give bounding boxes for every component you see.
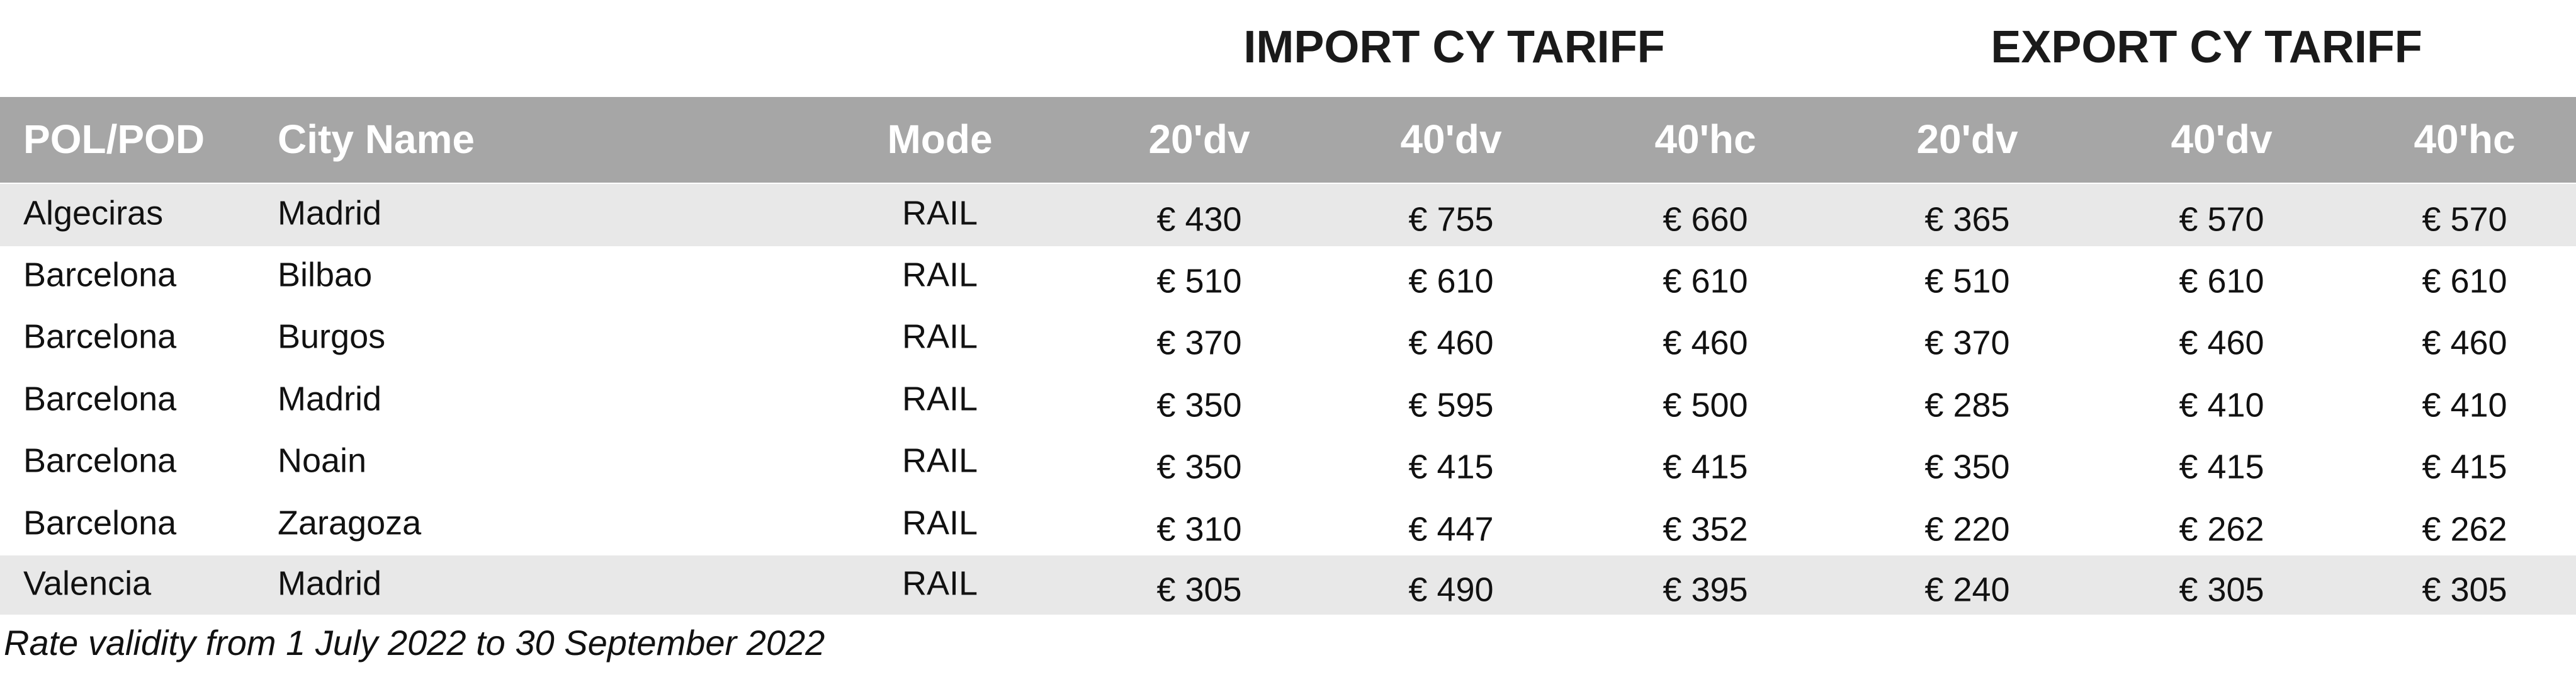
cell: € 240	[1924, 571, 2009, 608]
cell: € 350	[1156, 448, 1241, 486]
cell: Zaragoza	[278, 504, 422, 542]
cell: € 430	[1156, 200, 1241, 238]
cell: RAIL	[902, 194, 978, 232]
cell: € 305	[2179, 571, 2264, 608]
cell: € 610	[2422, 262, 2507, 300]
cell: RAIL	[902, 441, 978, 479]
group-title: IMPORT CY TARIFF	[1243, 22, 1664, 72]
cell: € 310	[1156, 510, 1241, 548]
cell: Noain	[278, 441, 366, 479]
cell: € 262	[2422, 510, 2507, 548]
column-header: POL/POD	[23, 117, 205, 162]
cell: € 500	[1663, 386, 1748, 424]
cell: Barcelona	[23, 317, 177, 355]
cell: € 610	[1663, 262, 1748, 300]
cell: Barcelona	[23, 441, 177, 479]
column-header: 40'dv	[2171, 117, 2273, 162]
cell: € 755	[1408, 200, 1493, 238]
cell: € 610	[1408, 262, 1493, 300]
cell: Algeciras	[23, 194, 163, 232]
cell: € 415	[1663, 448, 1748, 486]
cell: Barcelona	[23, 380, 177, 418]
cell: RAIL	[902, 564, 978, 602]
cell: € 370	[1156, 324, 1241, 361]
column-header: 20'dv	[1148, 117, 1250, 162]
cell: Bilbao	[278, 256, 372, 293]
cell: Madrid	[278, 194, 381, 232]
cell: € 220	[1924, 510, 2009, 548]
cell: € 460	[1663, 324, 1748, 361]
column-header: 20'dv	[1916, 117, 2018, 162]
cell: € 285	[1924, 386, 2009, 424]
cell: € 262	[2179, 510, 2264, 548]
cell: € 350	[1924, 448, 2009, 486]
cell: RAIL	[902, 256, 978, 293]
cell: € 305	[2422, 571, 2507, 608]
cell: € 395	[1663, 571, 1748, 608]
cell: € 410	[2422, 386, 2507, 424]
group-title: EXPORT CY TARIFF	[1991, 22, 2422, 72]
cell: Barcelona	[23, 504, 177, 542]
cell: € 460	[2179, 324, 2264, 361]
row-shade	[0, 555, 2576, 615]
cell: € 510	[1156, 262, 1241, 300]
column-header: 40'hc	[1654, 117, 1756, 162]
cell: € 410	[2179, 386, 2264, 424]
cell: € 610	[2179, 262, 2264, 300]
cell: € 350	[1156, 386, 1241, 424]
cell: € 352	[1663, 510, 1748, 548]
cell: € 415	[1408, 448, 1493, 486]
cell: € 460	[2422, 324, 2507, 361]
cell: Madrid	[278, 380, 381, 418]
cell: € 415	[2422, 448, 2507, 486]
column-header: 40'hc	[2414, 117, 2515, 162]
cell: € 570	[2179, 200, 2264, 238]
column-header: City Name	[278, 117, 475, 162]
cell: € 595	[1408, 386, 1493, 424]
cell: € 490	[1408, 571, 1493, 608]
row-shade	[0, 184, 2576, 246]
cell: Burgos	[278, 317, 385, 355]
cell: € 460	[1408, 324, 1493, 361]
column-header: Mode	[887, 117, 992, 162]
cell: € 570	[2422, 200, 2507, 238]
cell: Barcelona	[23, 256, 177, 293]
cell: € 447	[1408, 510, 1493, 548]
cell: Madrid	[278, 564, 381, 602]
cell: RAIL	[902, 504, 978, 542]
header-bar	[0, 97, 2576, 183]
cell: Valencia	[23, 564, 152, 602]
cell: € 370	[1924, 324, 2009, 361]
cell: € 510	[1924, 262, 2009, 300]
cell: RAIL	[902, 380, 978, 418]
column-header: 40'dv	[1400, 117, 1502, 162]
cell: RAIL	[902, 317, 978, 355]
footnote: Rate validity from 1 July 2022 to 30 Sep…	[4, 623, 825, 663]
cell: € 365	[1924, 200, 2009, 238]
cell: € 305	[1156, 571, 1241, 608]
cell: € 660	[1663, 200, 1748, 238]
cell: € 415	[2179, 448, 2264, 486]
